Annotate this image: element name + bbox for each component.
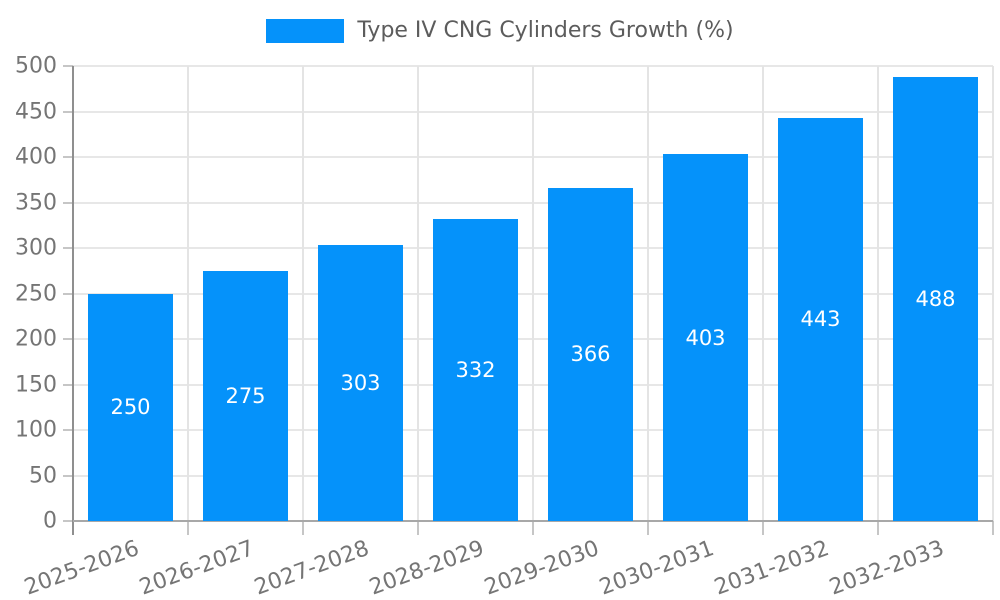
x-tick-label: 2025-2026: [20, 536, 143, 600]
y-tick-mark: [63, 474, 73, 477]
y-tick-label: 200: [15, 326, 57, 352]
y-tick-mark: [63, 520, 73, 522]
legend-item[interactable]: Type IV CNG Cylinders Growth (%): [266, 18, 734, 43]
y-tick-label: 100: [15, 417, 57, 443]
v-gridline: [302, 66, 304, 521]
bar-value-label: 303: [340, 371, 381, 396]
bar-2027-2028[interactable]: [318, 245, 403, 521]
y-tick-label: 0: [43, 508, 57, 534]
y-tick-mark: [63, 65, 73, 67]
bar-value-label: 443: [800, 307, 841, 332]
x-tick-mark: [992, 521, 994, 535]
y-tick-mark: [63, 383, 73, 386]
bar-2025-2026[interactable]: [88, 293, 173, 521]
v-gridline: [647, 66, 649, 521]
x-tick-label: 2027-2028: [250, 536, 373, 600]
x-tick-label: 2028-2029: [365, 536, 488, 600]
y-tick-mark: [63, 247, 73, 249]
bar-2026-2027[interactable]: [203, 270, 288, 521]
bar-2031-2032[interactable]: [778, 117, 863, 521]
v-gridline: [187, 66, 189, 521]
y-tick-label: 350: [15, 190, 57, 215]
x-tick-mark: [302, 521, 304, 535]
y-tick-label: 400: [15, 144, 57, 170]
y-tick-label: 250: [15, 281, 57, 306]
x-tick-label: 2031-2032: [710, 536, 833, 600]
y-tick-label: 500: [15, 53, 57, 79]
legend: Type IV CNG Cylinders Growth (%): [0, 18, 1000, 43]
bar-2032-2033[interactable]: [893, 76, 978, 521]
x-axis-line: [73, 520, 993, 522]
bar-2030-2031[interactable]: [663, 154, 748, 521]
y-tick-mark: [63, 292, 73, 295]
y-tick-mark: [63, 201, 73, 204]
x-tick-mark: [647, 521, 649, 535]
x-tick-mark: [877, 521, 879, 535]
x-tick-label: 2030-2031: [595, 536, 718, 600]
x-tick-mark: [762, 521, 764, 535]
y-tick-label: 300: [15, 235, 57, 261]
bar-value-label: 332: [455, 357, 496, 382]
y-tick-mark: [63, 110, 73, 113]
x-tick-mark: [532, 521, 534, 535]
x-tick-mark: [187, 521, 189, 535]
y-tick-label: 50: [29, 463, 57, 488]
v-gridline: [992, 66, 994, 521]
x-tick-label: 2026-2027: [135, 536, 258, 600]
legend-swatch: [266, 18, 345, 43]
v-gridline: [532, 66, 534, 521]
bar-value-label: 275: [225, 383, 266, 408]
legend-label: Type IV CNG Cylinders Growth (%): [357, 18, 734, 43]
bar-value-label: 250: [110, 395, 151, 420]
y-tick-mark: [63, 338, 73, 340]
bar-value-label: 488: [915, 286, 956, 311]
y-axis-line: [72, 66, 74, 535]
x-tick-mark: [417, 521, 419, 535]
bar-value-label: 403: [685, 325, 726, 350]
x-tick-label: 2032-2033: [825, 536, 948, 600]
y-tick-label: 150: [15, 372, 57, 397]
bar-2029-2030[interactable]: [548, 187, 633, 521]
y-tick-mark: [63, 429, 73, 431]
v-gridline: [417, 66, 419, 521]
x-tick-label: 2029-2030: [480, 536, 603, 600]
bar-value-label: 366: [570, 342, 611, 367]
bar-2028-2029[interactable]: [433, 218, 518, 521]
y-tick-label: 450: [15, 99, 57, 124]
v-gridline: [877, 66, 879, 521]
v-gridline: [762, 66, 764, 521]
y-tick-mark: [63, 156, 73, 158]
